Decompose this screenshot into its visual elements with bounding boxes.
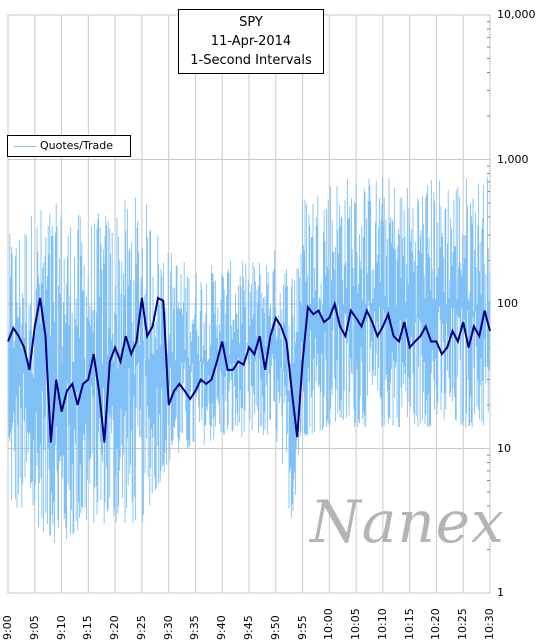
- x-tick-label: 9:00: [1, 615, 14, 640]
- x-tick-label: 10:05: [349, 608, 363, 640]
- x-tick-label: 9:45: [242, 615, 255, 640]
- x-tick-label: 9:40: [215, 615, 229, 640]
- x-tick-label: 10:10: [375, 608, 389, 640]
- chart-title-box: SPY 11-Apr-2014 1-Second Intervals: [178, 9, 324, 74]
- legend: Quotes/Trade: [7, 135, 131, 157]
- x-tick-label: 10:30: [483, 608, 496, 640]
- y-tick-label: 10,000: [497, 8, 536, 21]
- y-tick-label: 100: [497, 297, 518, 310]
- x-tick-label: 9:25: [134, 615, 148, 640]
- legend-label-quotes-per-trade: Quotes/Trade: [40, 139, 113, 152]
- x-tick-label: 10:00: [322, 608, 336, 640]
- legend-swatch: [14, 146, 36, 147]
- x-tick-label: 10:25: [456, 608, 470, 640]
- x-tick-label: 9:50: [268, 615, 282, 640]
- x-tick-label: 10:15: [402, 608, 416, 640]
- y-tick-label: 1,000: [497, 152, 529, 166]
- x-tick-label: 9:35: [188, 615, 202, 640]
- x-tick-label: 10:20: [429, 608, 443, 640]
- y-tick-label: 1: [497, 586, 504, 599]
- x-tick-label: 9:30: [161, 615, 175, 640]
- x-tick-label: 9:05: [27, 615, 41, 640]
- chart-title-symbol: SPY: [239, 15, 263, 30]
- x-tick-label: 9:20: [108, 615, 122, 640]
- chart-title-date: 11-Apr-2014: [210, 34, 292, 49]
- chart-title-interval: 1-Second Intervals: [190, 53, 312, 68]
- x-tick-label: 9:55: [295, 615, 309, 640]
- x-tick-label: 9:10: [54, 615, 68, 640]
- moving-average-line: [7, 296, 491, 443]
- x-tick-label: 9:15: [81, 615, 95, 640]
- watermark-logo: Nanex: [310, 488, 505, 556]
- y-tick-label: 10: [497, 441, 511, 455]
